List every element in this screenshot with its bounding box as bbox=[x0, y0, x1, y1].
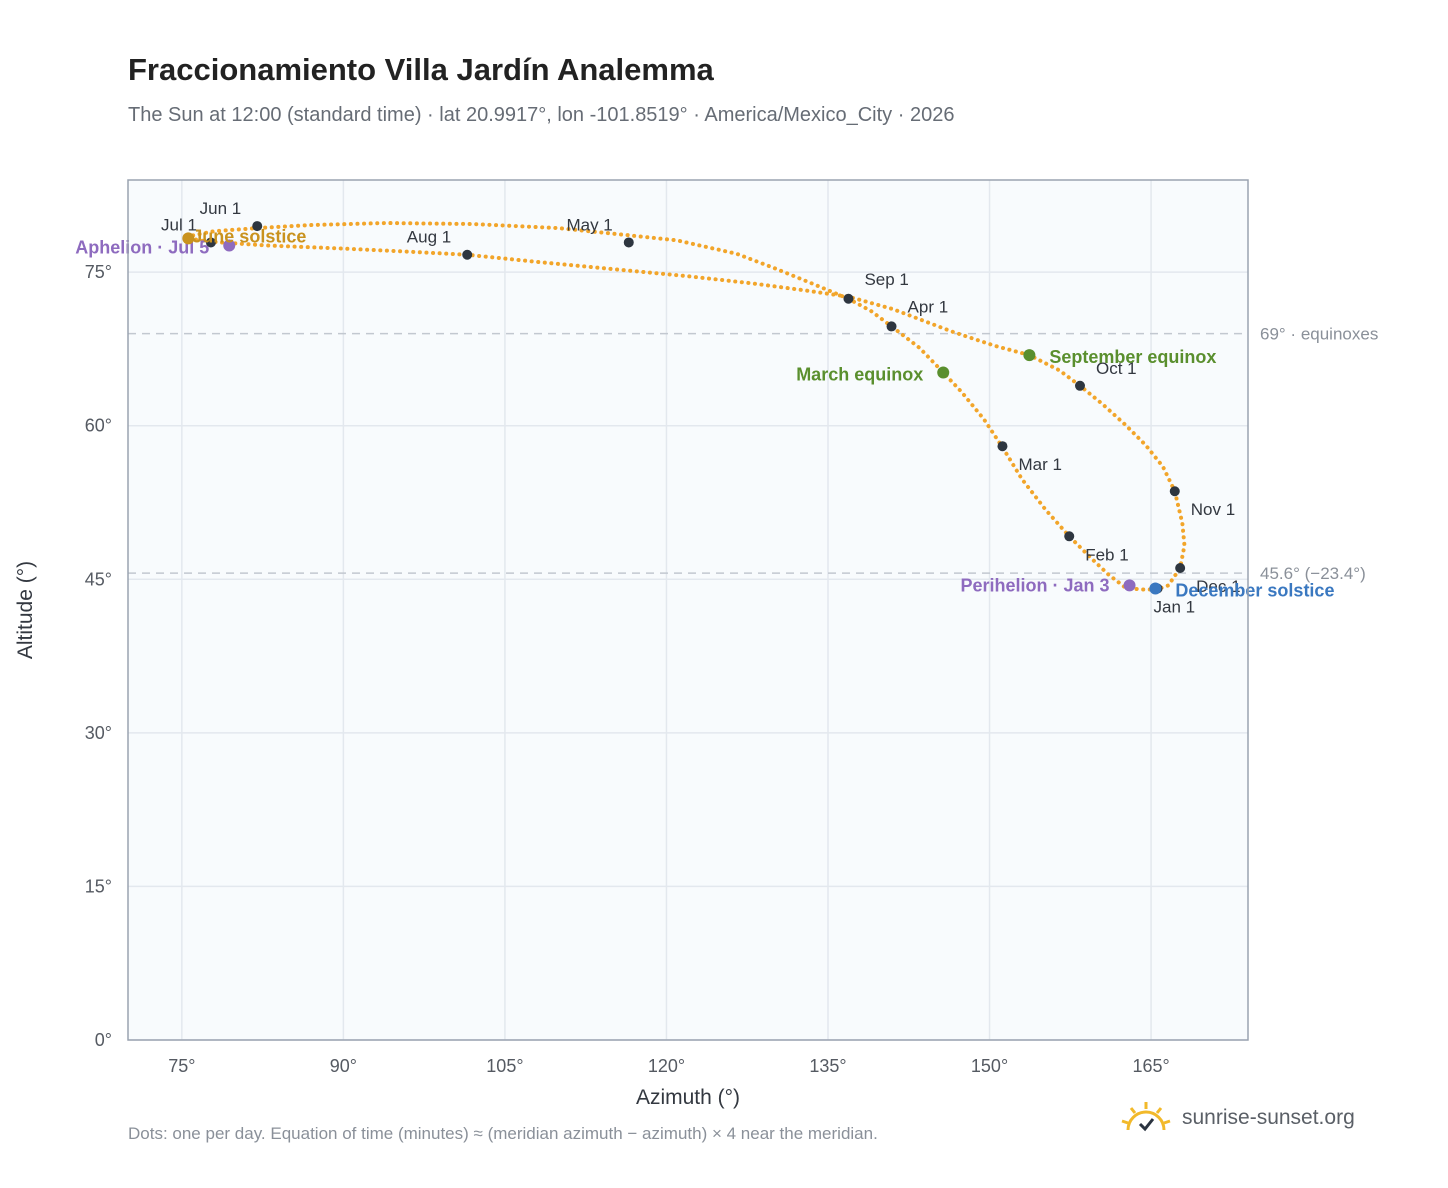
month-label: Dec 1 bbox=[1196, 577, 1240, 596]
month-label: Feb 1 bbox=[1085, 545, 1128, 564]
month-marker bbox=[623, 237, 634, 248]
y-tick-label: 60° bbox=[85, 416, 112, 436]
brand[interactable]: sunrise-sunset.org bbox=[1120, 1100, 1355, 1136]
month-label: Apr 1 bbox=[908, 297, 949, 316]
x-tick-label: 105° bbox=[486, 1056, 523, 1076]
x-tick-label: 165° bbox=[1132, 1056, 1169, 1076]
x-tick-label: 150° bbox=[971, 1056, 1008, 1076]
event-marker bbox=[1023, 349, 1036, 362]
x-tick-label: 120° bbox=[648, 1056, 685, 1076]
reference-line-label: 69° · equinoxes bbox=[1260, 325, 1378, 344]
event-marker bbox=[937, 366, 950, 379]
y-tick-label: 75° bbox=[85, 262, 112, 282]
month-marker bbox=[462, 249, 473, 260]
month-marker bbox=[1064, 531, 1075, 542]
y-axis-title: Altitude (°) bbox=[14, 561, 37, 659]
axis-ticks: 75° 90° 105° 120° 135° 150° 165° 0° 15° 30° 45° 60°… bbox=[85, 262, 1170, 1076]
month-label: May 1 bbox=[566, 215, 612, 234]
footnote: Dots: one per day. Equation of time (min… bbox=[128, 1124, 878, 1143]
brand-name: sunrise-sunset.org bbox=[1182, 1106, 1355, 1129]
event-label: December solstice bbox=[1175, 581, 1334, 601]
event-marker bbox=[1149, 582, 1162, 595]
event-label: Perihelion · Jan 3 bbox=[960, 575, 1109, 595]
chart-title: Fraccionamiento Villa Jardín Analemma bbox=[128, 52, 714, 87]
y-tick-label: 15° bbox=[85, 876, 112, 896]
chart-subtitle: The Sun at 12:00 (standard time) · lat 2… bbox=[128, 104, 955, 126]
month-label: Mar 1 bbox=[1018, 455, 1061, 474]
month-label: Sep 1 bbox=[864, 270, 908, 289]
x-tick-label: 75° bbox=[168, 1056, 195, 1076]
event-marker bbox=[1123, 579, 1136, 592]
month-marker bbox=[205, 237, 216, 248]
analemma-path bbox=[181, 220, 1187, 592]
x-tick-label: 90° bbox=[330, 1056, 357, 1076]
reference-lines: 69° · equinoxes 45.6° (−23.4°) bbox=[128, 325, 1378, 583]
event-label: September equinox bbox=[1049, 347, 1216, 367]
event-marker bbox=[182, 232, 195, 245]
month-label: Jul 1 bbox=[161, 215, 197, 234]
y-tick-label: 45° bbox=[85, 569, 112, 589]
month-label: Aug 1 bbox=[407, 228, 451, 247]
month-label: Jan 1 bbox=[1154, 598, 1196, 617]
event-label: June solstice bbox=[192, 226, 306, 246]
analemma-dotted-path bbox=[181, 220, 1187, 592]
month-marker bbox=[1175, 563, 1186, 574]
month-marker bbox=[886, 321, 897, 332]
month-label: Oct 1 bbox=[1096, 359, 1137, 378]
month-marker bbox=[1075, 380, 1085, 391]
month-marker bbox=[997, 441, 1008, 452]
plot-frame bbox=[127, 179, 1249, 1041]
month-marker bbox=[1169, 486, 1180, 497]
month-label: Jun 1 bbox=[200, 199, 242, 218]
y-tick-label: 30° bbox=[85, 723, 112, 743]
x-tick-label: 135° bbox=[809, 1056, 846, 1076]
event-label: Aphelion · Jul 5 bbox=[75, 238, 209, 258]
month-marker bbox=[252, 221, 263, 232]
month-label: Nov 1 bbox=[1191, 500, 1235, 519]
plot-background bbox=[128, 180, 1248, 1040]
y-tick-label: 0° bbox=[95, 1030, 112, 1050]
event-marker bbox=[223, 239, 236, 252]
sun-logo-icon bbox=[1121, 1102, 1171, 1132]
x-axis-title: Azimuth (°) bbox=[636, 1086, 740, 1109]
month-marker bbox=[843, 293, 854, 304]
reference-line-label: 45.6° (−23.4°) bbox=[1260, 564, 1366, 583]
event-label: March equinox bbox=[796, 364, 923, 384]
